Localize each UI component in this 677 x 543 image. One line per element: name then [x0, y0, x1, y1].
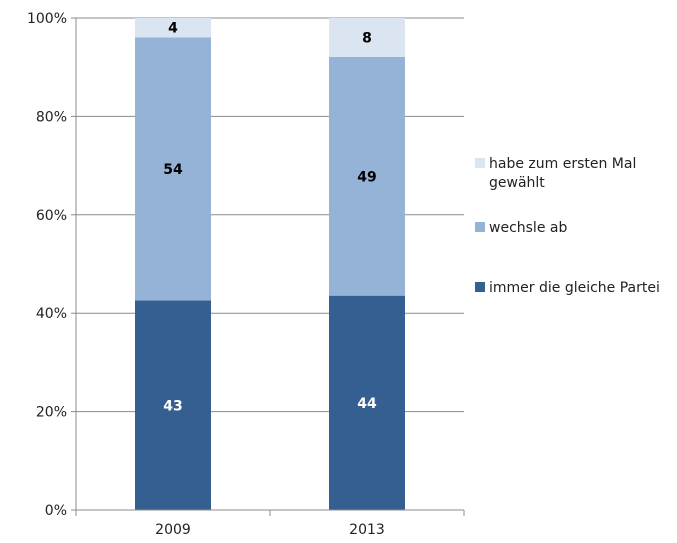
y-axis-tick-labels: 0% 20% 40% 60% 80% 100% [27, 11, 76, 519]
y-tick-label: 0% [45, 503, 67, 519]
x-axis: 2009 2013 [75, 18, 465, 538]
y-tick-label: 40% [36, 306, 67, 322]
bar-segment [135, 300, 211, 510]
y-tick-label: 60% [36, 208, 67, 224]
x-tick-label: 2009 [155, 522, 191, 538]
bar-segment [329, 18, 405, 57]
data-label: 49 [357, 169, 376, 185]
data-label: 44 [357, 396, 377, 412]
bar-segment [135, 18, 211, 38]
y-tick-label: 100% [27, 11, 67, 27]
legend-label: habe zum ersten Mal gewählt [489, 156, 636, 191]
data-label: 8 [362, 30, 372, 46]
x-tick-label: 2013 [349, 522, 385, 538]
bar-segment [329, 295, 405, 510]
legend: habe zum ersten Mal gewählt wechsle ab imme… [475, 156, 660, 296]
legend-label: wechsle ab [489, 220, 567, 236]
bar-segment [329, 56, 405, 296]
y-tick-label: 20% [36, 405, 67, 421]
legend-swatch [475, 282, 485, 292]
y-tick-label: 80% [36, 109, 67, 125]
legend-label: immer die gleiche Partei [489, 280, 660, 296]
data-label: 43 [163, 398, 182, 414]
data-label: 4 [168, 21, 178, 37]
bar-segment [135, 37, 211, 301]
legend-swatch [475, 222, 485, 232]
legend-swatch [475, 158, 485, 168]
gridlines [76, 17, 464, 511]
data-label: 54 [163, 162, 183, 178]
